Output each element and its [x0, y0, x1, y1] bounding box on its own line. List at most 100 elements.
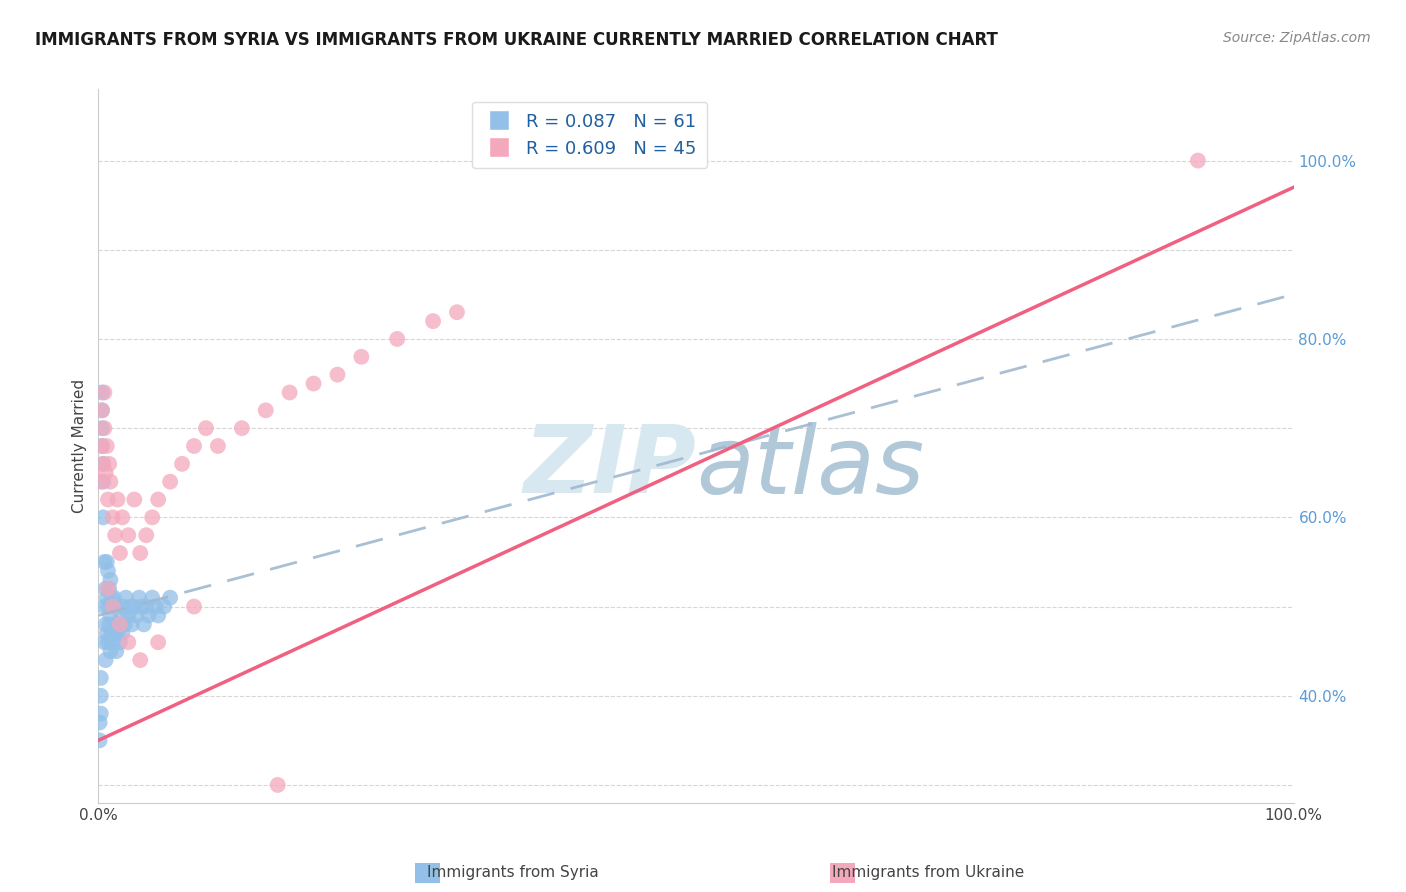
Point	[94, 582, 117, 596]
Point	[107, 617, 129, 632]
Point	[121, 617, 143, 632]
Text: atlas: atlas	[696, 422, 924, 513]
Point	[98, 457, 121, 471]
Point	[96, 439, 118, 453]
Point	[148, 492, 170, 507]
Point	[278, 385, 301, 400]
Point	[103, 626, 125, 640]
Point	[117, 635, 139, 649]
Point	[114, 617, 136, 632]
Point	[101, 599, 124, 614]
Point	[135, 528, 157, 542]
Point	[93, 635, 115, 649]
Point	[91, 439, 114, 453]
Point	[145, 599, 167, 614]
Point	[350, 350, 373, 364]
Point	[159, 475, 181, 489]
Point	[124, 599, 146, 614]
Point	[90, 475, 112, 489]
Point	[105, 644, 128, 658]
Point	[110, 608, 132, 623]
Point	[148, 608, 170, 623]
Point	[98, 573, 122, 587]
Point	[98, 617, 121, 632]
Point	[100, 626, 122, 640]
Point	[97, 599, 120, 614]
Point	[132, 617, 155, 632]
Point	[1187, 153, 1209, 168]
Point	[98, 475, 122, 489]
Point	[326, 368, 349, 382]
Point	[104, 617, 127, 632]
Legend: R = 0.087   N = 61, R = 0.609   N = 45: R = 0.087 N = 61, R = 0.609 N = 45	[472, 102, 707, 169]
Point	[125, 608, 148, 623]
Point	[94, 466, 117, 480]
Point	[141, 510, 163, 524]
Point	[254, 403, 277, 417]
Point	[105, 599, 128, 614]
Point	[131, 599, 153, 614]
Point	[138, 608, 160, 623]
Point	[107, 492, 129, 507]
Point	[101, 599, 124, 614]
Point	[91, 421, 114, 435]
Point	[446, 305, 468, 319]
Point	[111, 510, 134, 524]
Point	[96, 555, 118, 569]
Point	[93, 385, 115, 400]
Point	[148, 635, 170, 649]
Point	[115, 591, 138, 605]
Point	[108, 546, 131, 560]
Point	[183, 599, 205, 614]
Point	[153, 599, 176, 614]
Point	[91, 457, 114, 471]
Point	[101, 635, 124, 649]
Point	[96, 591, 118, 605]
Point	[101, 510, 124, 524]
Point	[120, 599, 142, 614]
Point	[90, 689, 112, 703]
Point	[117, 608, 139, 623]
Point	[97, 582, 120, 596]
Point	[112, 599, 135, 614]
Point	[207, 439, 229, 453]
Point	[159, 591, 181, 605]
Point	[302, 376, 325, 391]
Text: Source: ZipAtlas.com: Source: ZipAtlas.com	[1223, 31, 1371, 45]
Point	[98, 644, 122, 658]
Point	[91, 439, 114, 453]
Point	[111, 626, 134, 640]
Point	[89, 733, 111, 747]
Point	[108, 617, 131, 632]
Point	[91, 510, 114, 524]
Point	[91, 475, 114, 489]
Point	[129, 653, 152, 667]
Point	[91, 457, 114, 471]
Point	[91, 385, 114, 400]
Point	[195, 421, 218, 435]
Point	[98, 608, 122, 623]
Text: ZIP: ZIP	[523, 421, 696, 514]
Point	[267, 778, 290, 792]
Point	[129, 546, 152, 560]
Point	[231, 421, 253, 435]
Point	[117, 528, 139, 542]
Text: IMMIGRANTS FROM SYRIA VS IMMIGRANTS FROM UKRAINE CURRENTLY MARRIED CORRELATION C: IMMIGRANTS FROM SYRIA VS IMMIGRANTS FROM…	[35, 31, 998, 49]
Point	[94, 617, 117, 632]
Point	[385, 332, 409, 346]
Point	[97, 635, 120, 649]
Point	[94, 653, 117, 667]
Point	[91, 403, 114, 417]
Point	[90, 706, 112, 721]
Point	[96, 626, 118, 640]
Point	[183, 439, 205, 453]
Point	[91, 403, 114, 417]
Text: Immigrants from Syria: Immigrants from Syria	[427, 865, 599, 880]
Point	[124, 492, 146, 507]
Point	[422, 314, 444, 328]
Y-axis label: Currently Married: Currently Married	[72, 379, 87, 513]
Point	[89, 715, 111, 730]
Point	[107, 626, 129, 640]
Point	[98, 582, 121, 596]
Point	[97, 564, 120, 578]
